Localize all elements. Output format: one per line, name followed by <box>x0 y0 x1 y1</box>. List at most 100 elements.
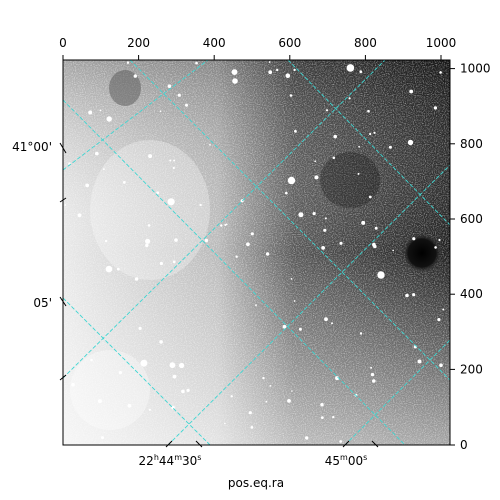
star <box>204 238 209 243</box>
star <box>90 358 93 362</box>
star <box>269 385 272 387</box>
star <box>104 239 108 243</box>
star <box>332 156 336 160</box>
star <box>159 340 163 344</box>
star <box>323 228 327 232</box>
top-tick-label: 200 <box>127 36 150 50</box>
star <box>133 74 137 78</box>
sky-image <box>63 60 450 445</box>
star <box>276 68 279 72</box>
star <box>248 411 252 415</box>
star <box>359 70 363 74</box>
star <box>64 204 67 206</box>
dec-tick-label: 05' <box>33 296 52 310</box>
star <box>159 110 162 112</box>
star <box>370 366 373 369</box>
ra-axis: 22h44m30s 45m00s <box>139 440 379 468</box>
star <box>339 241 343 245</box>
star <box>417 359 422 364</box>
star <box>145 238 151 244</box>
star <box>169 362 176 369</box>
star <box>388 145 392 149</box>
star <box>442 308 445 311</box>
star <box>392 249 395 252</box>
top-tick-label: 1000 <box>426 36 457 50</box>
star <box>367 109 370 113</box>
star <box>320 403 324 407</box>
star <box>147 224 151 227</box>
ra-gridline-3 <box>167 164 450 445</box>
right-tick-label: 200 <box>460 362 483 376</box>
star <box>370 372 375 377</box>
top-tick-label: 600 <box>278 36 301 50</box>
star <box>285 73 291 78</box>
star <box>232 78 238 84</box>
star <box>77 213 82 218</box>
star <box>321 246 325 250</box>
star <box>291 390 293 392</box>
star <box>312 212 316 216</box>
star-field <box>64 61 445 443</box>
star <box>195 61 198 65</box>
dec-tick-label: 41°00' <box>12 140 52 154</box>
coordinate-grid <box>63 60 450 445</box>
star <box>339 440 343 443</box>
star <box>333 134 338 139</box>
star <box>293 300 296 302</box>
star <box>199 203 202 207</box>
dec-gridline-2 <box>63 297 211 445</box>
star <box>268 70 273 75</box>
star <box>103 168 105 171</box>
ra-tick-label-2: 45m00s <box>325 453 368 468</box>
star <box>173 159 176 162</box>
star <box>106 116 112 122</box>
star <box>374 226 378 230</box>
star <box>294 129 297 133</box>
ra-gridline-4 <box>344 339 450 445</box>
right-tick-label: 600 <box>460 212 483 226</box>
star <box>224 422 226 425</box>
star <box>332 415 335 419</box>
star <box>289 94 293 97</box>
star <box>231 69 238 75</box>
star <box>412 293 416 297</box>
star <box>305 436 309 440</box>
star <box>324 317 328 322</box>
star <box>224 224 227 226</box>
star <box>437 318 441 322</box>
star <box>159 261 163 266</box>
dec-gridline-4 <box>63 99 406 445</box>
star <box>268 61 271 63</box>
star <box>324 217 327 220</box>
ra-gridline-1 <box>63 60 209 171</box>
right-axis: 0 200 400 600 800 1000 <box>450 62 491 452</box>
star <box>230 395 233 398</box>
star <box>377 271 385 279</box>
star <box>186 388 190 392</box>
top-tick-label: 400 <box>203 36 226 50</box>
star <box>369 132 372 136</box>
star <box>265 400 268 403</box>
star <box>331 322 333 325</box>
star <box>71 382 75 387</box>
top-axis: 0 200 400 600 800 1000 <box>59 36 456 60</box>
top-tick-label: 800 <box>354 36 377 50</box>
star <box>156 191 160 195</box>
star <box>177 93 181 97</box>
dec-gridline-3 <box>287 60 450 226</box>
star <box>235 255 238 258</box>
star <box>209 144 211 146</box>
star <box>172 374 177 379</box>
star <box>99 109 102 112</box>
star <box>172 166 175 170</box>
star <box>346 64 355 72</box>
star <box>293 68 296 72</box>
right-tick-label: 800 <box>460 137 483 151</box>
top-tick-label: 0 <box>59 36 67 50</box>
right-tick-label: 0 <box>460 438 468 452</box>
star <box>373 244 377 249</box>
star <box>409 89 414 94</box>
star <box>250 232 254 236</box>
star <box>138 326 142 330</box>
right-tick-label: 400 <box>460 287 483 301</box>
